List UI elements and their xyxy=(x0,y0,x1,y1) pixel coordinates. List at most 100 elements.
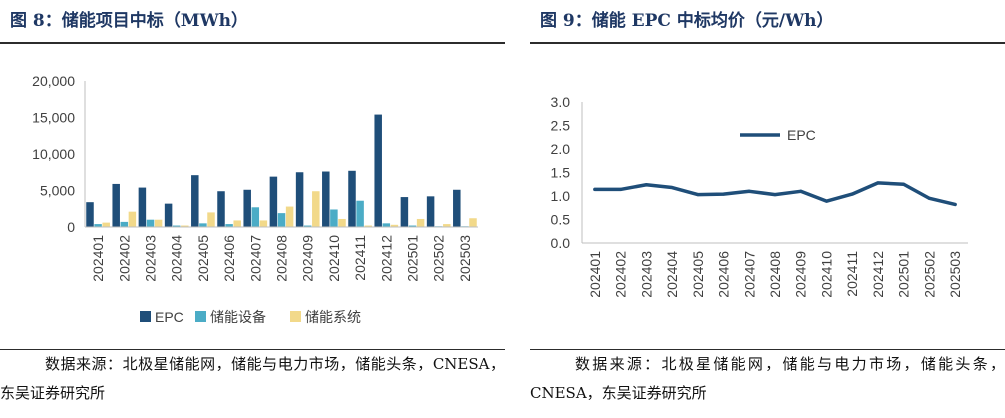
legend-label: 储能系统 xyxy=(305,309,361,325)
bar xyxy=(285,206,294,227)
x-tick-label: 202502 xyxy=(921,251,937,298)
y-tick-label: 1.0 xyxy=(551,188,571,204)
chart-title: 图 9：储能 EPC 中标均价（元/Wh） xyxy=(540,11,834,31)
bar xyxy=(400,197,409,227)
bar xyxy=(164,203,173,227)
source-note: 数据来源：北极星储能网，储能与电力市场，储能头条，CNESA，东吴证券研究所 xyxy=(0,355,505,402)
source-note: 数据来源：北极星储能网，储能与电力市场，储能头条，CNESA，东吴证券研究所 xyxy=(530,355,1005,402)
bottom-rule xyxy=(530,349,1005,350)
bar-chart: 0 5,000 10,000 15,000 20,000 202401 202402 2024… xyxy=(32,73,478,325)
data-point xyxy=(799,189,803,193)
y-tick-label: 1.5 xyxy=(551,165,571,181)
legend-swatch xyxy=(290,311,301,322)
x-tick-label: 202403 xyxy=(143,235,159,282)
x-tick-label: 202404 xyxy=(664,251,680,298)
data-point xyxy=(644,183,648,187)
data-point xyxy=(722,192,726,196)
data-point xyxy=(824,199,828,203)
y-tick-label: 2.0 xyxy=(551,141,571,157)
y-tick-label: 2.5 xyxy=(551,118,571,134)
bar xyxy=(217,191,225,227)
data-point xyxy=(619,187,623,191)
x-tick-label: 202402 xyxy=(613,251,629,298)
x-tick-label: 202402 xyxy=(116,235,132,282)
bottom-rule xyxy=(0,349,505,350)
x-tick-label: 202412 xyxy=(870,251,886,298)
x-tick-label: 202405 xyxy=(690,251,706,298)
y-tick-label: 3.0 xyxy=(551,94,571,110)
legend-label: EPC xyxy=(155,309,184,325)
legend-label: EPC xyxy=(787,127,816,143)
x-tick-label: 202401 xyxy=(90,235,106,282)
bar xyxy=(120,221,129,227)
bar xyxy=(181,225,189,227)
data-point xyxy=(696,193,700,197)
bar xyxy=(382,223,391,227)
bar xyxy=(453,189,461,227)
x-tick-label: 202501 xyxy=(896,251,912,298)
bar xyxy=(154,219,163,227)
bar xyxy=(199,223,207,227)
bar xyxy=(207,212,215,227)
bar xyxy=(416,218,425,227)
x-tick-label: 202406 xyxy=(221,235,237,282)
bar xyxy=(356,200,364,227)
data-point xyxy=(773,193,777,197)
bar xyxy=(86,202,94,227)
bar xyxy=(225,224,233,227)
bar xyxy=(338,218,346,227)
x-tick-label: 202401 xyxy=(587,251,603,298)
x-tick-label: 202410 xyxy=(326,235,342,282)
data-point xyxy=(927,196,931,200)
y-tick-label: 0.0 xyxy=(551,235,571,251)
bar xyxy=(146,219,155,227)
x-tick-label: 202407 xyxy=(247,235,263,282)
bar xyxy=(443,224,451,227)
bar xyxy=(364,225,372,227)
bar xyxy=(322,171,330,227)
bar xyxy=(259,220,268,227)
bar xyxy=(426,196,435,227)
bar xyxy=(374,114,382,227)
x-tick-label: 202409 xyxy=(793,251,809,298)
data-point xyxy=(593,187,597,191)
bar xyxy=(191,175,199,227)
bar xyxy=(303,225,312,227)
chart-title: 图 8：储能项目中标（MWh） xyxy=(10,11,249,31)
x-tick-label: 202406 xyxy=(716,251,732,298)
x-tick-label: 202408 xyxy=(274,235,290,282)
data-point xyxy=(876,181,880,185)
data-point xyxy=(953,202,957,206)
data-point xyxy=(747,189,751,193)
bar xyxy=(277,213,286,227)
bar xyxy=(94,224,102,227)
bar xyxy=(469,218,477,227)
data-point xyxy=(902,182,906,186)
bar xyxy=(330,209,338,227)
x-tick-label: 202503 xyxy=(457,235,473,282)
x-tick-label: 202409 xyxy=(300,235,316,282)
x-tick-label: 202405 xyxy=(195,235,211,282)
bar xyxy=(408,225,417,227)
bar xyxy=(312,191,320,227)
top-rule xyxy=(0,42,505,44)
bar xyxy=(233,220,241,227)
top-rule xyxy=(530,42,1005,44)
bar xyxy=(138,187,147,227)
x-tick-label: 202501 xyxy=(405,235,421,282)
bar xyxy=(269,176,278,227)
x-tick-label: 202407 xyxy=(741,251,757,298)
x-tick-label: 202404 xyxy=(169,235,185,282)
bar-chart-panel: 图 8：储能项目中标（MWh） 0 5,000 10,000 15,000 20,000… xyxy=(0,11,505,402)
bar xyxy=(348,170,356,227)
x-tick-label: 202502 xyxy=(431,235,447,282)
x-tick-label: 202408 xyxy=(767,251,783,298)
y-tick-label: 0.5 xyxy=(551,212,571,228)
line-chart: 0.0 0.5 1.0 1.5 2.0 2.5 3.0 202401 202402 202403 2… xyxy=(551,94,968,298)
bar xyxy=(243,189,251,227)
bar xyxy=(102,222,110,227)
bar xyxy=(390,224,399,227)
bar xyxy=(172,225,181,227)
bar xyxy=(251,207,260,227)
x-tick-label: 202412 xyxy=(378,235,394,282)
